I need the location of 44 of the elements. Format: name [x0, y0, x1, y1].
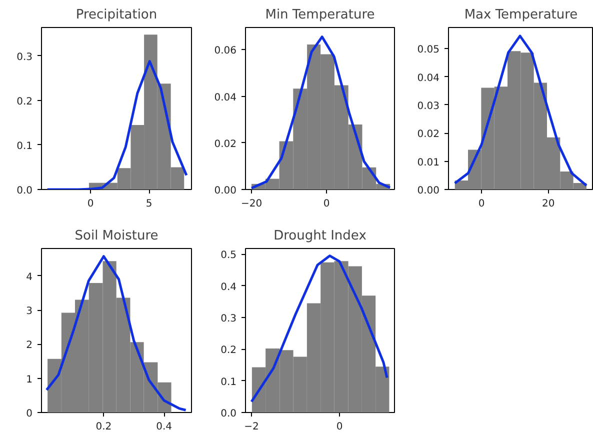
y-tick-label: 0.3 [16, 52, 33, 63]
line-series [45, 255, 188, 412]
y-tick-label: 0.06 [214, 46, 236, 57]
y-tick-label: 0.0 [220, 408, 237, 420]
x-tick-label: 0 [336, 422, 343, 432]
x-tick-label: −2 [244, 422, 259, 432]
x-tick-label: 5 [146, 198, 152, 210]
y-tick-label: 0.00 [214, 186, 236, 196]
y-tick-label: 4 [26, 272, 33, 283]
y-tick-label: 0.3 [220, 314, 237, 325]
y-tick-label: 0.2 [16, 96, 33, 108]
y-tick-label: 0.03 [417, 100, 440, 112]
y-tick-label: 1 [26, 374, 33, 386]
y-tick-label: 0.05 [417, 44, 440, 56]
x-tick-label: 0.4 [156, 422, 172, 432]
chart-title: Min Temperature [265, 8, 375, 22]
x-tick-label: 0 [323, 198, 330, 210]
y-tick-label: 0.04 [417, 72, 440, 84]
chart-title: Max Temperature [464, 8, 578, 22]
y-tick-label: 0.00 [417, 186, 440, 196]
y-tick-label: 0.02 [417, 129, 440, 140]
x-tick-label: 0 [87, 198, 94, 210]
chart-title: Drought Index [274, 228, 367, 244]
y-tick-label: 0.1 [220, 376, 237, 388]
x-tick-label: 0.2 [96, 422, 112, 432]
x-tick-label: 20 [542, 198, 555, 210]
y-tick-label: 0 [26, 408, 33, 420]
y-tick-label: 0.01 [417, 157, 440, 168]
y-tick-label: 2 [26, 340, 33, 352]
chart-title: Soil Moisture [74, 228, 158, 244]
x-tick-label: −20 [240, 198, 262, 210]
y-tick-label: 3 [26, 306, 33, 317]
y-tick-label: 0.2 [220, 345, 237, 356]
x-tick-label: 0 [478, 198, 485, 210]
y-tick-label: 0.5 [220, 250, 237, 262]
line-series [250, 254, 388, 403]
y-tick-label: 0.02 [214, 138, 236, 150]
line-series [250, 36, 392, 190]
y-tick-label: 0.04 [214, 92, 236, 104]
y-tick-label: 0.4 [220, 282, 237, 293]
y-tick-label: 0.1 [16, 140, 33, 152]
y-tick-label: 0.0 [16, 186, 33, 196]
line-series [46, 60, 188, 190]
chart-title: Precipitation [76, 8, 158, 22]
